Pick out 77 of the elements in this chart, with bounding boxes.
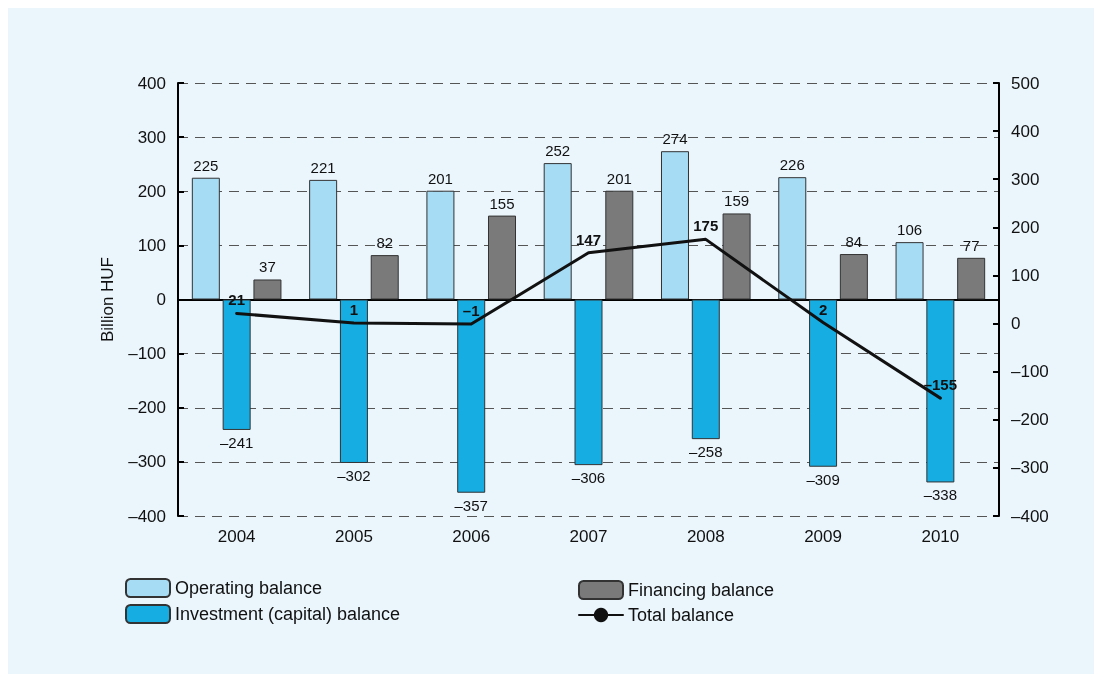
x-tick-label: 2004 <box>217 527 256 546</box>
y2-tick-label: –200 <box>1011 410 1049 430</box>
data-label: –1 <box>462 302 480 320</box>
y2-tick-label: –100 <box>1011 362 1049 382</box>
x-tick-label: 2008 <box>686 527 725 546</box>
bar <box>253 279 282 300</box>
legend-label: Investment (capital) balance <box>175 604 401 624</box>
y2-tick-label: –300 <box>1011 458 1049 478</box>
bar <box>339 299 368 463</box>
bar <box>809 299 838 467</box>
data-label: –258 <box>689 443 723 461</box>
y2-tick-label: 500 <box>1011 73 1040 93</box>
y-tick-label: 100 <box>137 235 166 255</box>
bar <box>839 254 868 300</box>
data-label: 274 <box>662 130 688 148</box>
y-axis-title: Billion HUF <box>98 256 117 343</box>
bar <box>191 177 220 300</box>
legend-label: Financing balance <box>628 580 775 600</box>
bar <box>488 215 517 300</box>
data-label: 37 <box>259 258 276 276</box>
y-tick-label: –400 <box>128 506 166 526</box>
data-label: 159 <box>724 192 750 210</box>
y-tick-label: –300 <box>128 452 166 472</box>
y-tick-label: –100 <box>128 344 166 364</box>
data-label: 175 <box>693 217 719 235</box>
bar <box>574 299 603 466</box>
data-label: 1 <box>349 301 359 319</box>
x-tick-label: 2005 <box>335 527 373 546</box>
x-tick-label: 2009 <box>804 527 842 546</box>
y2-tick-label: –400 <box>1011 506 1049 526</box>
y2-tick-label: 300 <box>1011 169 1040 189</box>
data-label: 225 <box>193 156 219 174</box>
y2-tick-label: 400 <box>1011 121 1040 141</box>
bar <box>957 257 986 300</box>
bar <box>309 179 338 300</box>
y2-tick-label: 200 <box>1011 217 1040 237</box>
bar <box>691 299 720 440</box>
data-label: 84 <box>845 233 863 251</box>
legend-label: Total balance <box>628 605 735 625</box>
y2-tick-label: 0 <box>1011 314 1021 334</box>
y-tick-label: 300 <box>137 127 166 147</box>
bar <box>370 255 399 300</box>
x-tick-label: 2010 <box>921 527 960 546</box>
bar <box>926 299 955 483</box>
bar <box>426 190 455 300</box>
bar <box>605 190 634 300</box>
data-label: 201 <box>427 169 453 187</box>
data-label: 106 <box>897 221 923 239</box>
data-label: 221 <box>310 158 336 176</box>
data-label: –306 <box>571 469 606 487</box>
data-label: –241 <box>219 433 254 451</box>
data-label: –338 <box>923 486 958 504</box>
data-label: 155 <box>489 194 515 212</box>
data-label: –309 <box>806 470 840 488</box>
bar <box>543 163 572 300</box>
x-tick-label: 2006 <box>452 527 491 546</box>
data-label: 2 <box>818 300 828 318</box>
data-label: 252 <box>545 142 571 160</box>
legend-label: Operating balance <box>175 578 323 598</box>
data-label: –302 <box>337 466 371 484</box>
y-tick-label: 200 <box>137 181 166 201</box>
data-label: –357 <box>454 496 488 514</box>
data-label: 226 <box>779 156 805 174</box>
x-tick-label: 2007 <box>569 527 608 546</box>
bar <box>722 213 751 300</box>
bar <box>457 299 486 493</box>
bar <box>778 177 807 300</box>
y-tick-label: –200 <box>128 398 166 418</box>
bar <box>660 151 689 300</box>
data-label: 201 <box>606 169 632 187</box>
y-tick-label: 400 <box>137 73 166 93</box>
data-label: 147 <box>575 230 602 248</box>
data-label: 77 <box>962 236 980 254</box>
data-label: 21 <box>228 291 245 309</box>
y-tick-label: 0 <box>156 290 166 309</box>
bar <box>895 242 924 300</box>
y2-tick-label: 100 <box>1011 265 1040 285</box>
